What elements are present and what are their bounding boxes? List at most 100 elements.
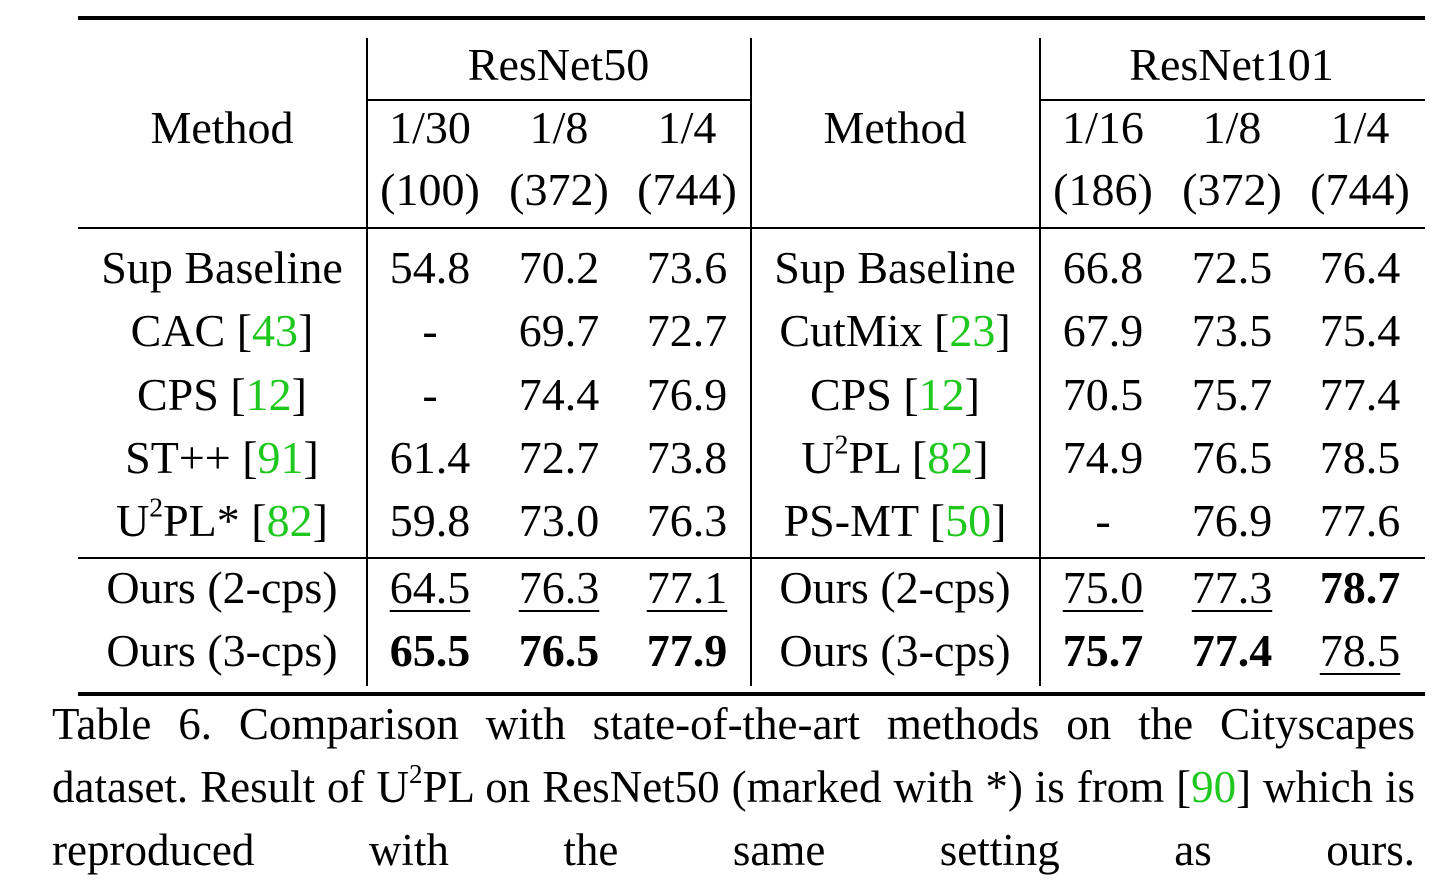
method-name: Sup Baseline (101, 240, 342, 296)
text-run: ] (291, 369, 307, 420)
score: 78.5 (1319, 625, 1401, 676)
text-run: Ours (2-cps) (106, 562, 338, 613)
split-ratio: 1/8 (529, 102, 589, 153)
split-ratio: 1/8 (1202, 102, 1262, 153)
text-run: ] (312, 495, 328, 546)
score: 67.9 (1062, 305, 1144, 356)
method-name: U2PL* [82] (116, 493, 328, 549)
score: 70.2 (518, 242, 600, 293)
score: 76.5 (1191, 432, 1273, 483)
score: 72.5 (1191, 242, 1273, 293)
column-rule (1039, 38, 1041, 686)
split-ratio: 1/30 (389, 102, 471, 153)
method-name: PS-MT [50] (784, 493, 1007, 549)
score: 72.7 (646, 305, 728, 356)
text-run: PL on ResNet50 (marked with *) is from [ (422, 762, 1192, 812)
score: 76.3 (518, 562, 600, 613)
citation: 90 (1191, 762, 1237, 812)
column-rule (750, 38, 752, 686)
text-run: U (116, 495, 150, 546)
text-run: CutMix [ (779, 305, 950, 356)
bottom-rule (78, 692, 1425, 696)
method-name: CAC [43] (131, 303, 314, 359)
citation: 82 (266, 495, 313, 546)
column-rule (366, 38, 368, 686)
text-run: ] (991, 495, 1007, 546)
top-rule (78, 16, 1425, 20)
text-run: Ours (3-cps) (779, 625, 1011, 676)
citation: 91 (257, 432, 304, 483)
method-name: ST++ [91] (125, 430, 319, 486)
score: 76.3 (646, 495, 728, 546)
text-run: ] (973, 432, 989, 483)
score: 72.7 (518, 432, 600, 483)
superscript: 2 (408, 759, 423, 790)
caption: Table 6. Comparison with state-of-the-ar… (52, 693, 1415, 882)
citation: 23 (949, 305, 996, 356)
score: 69.7 (518, 305, 600, 356)
score: 77.3 (1191, 562, 1273, 613)
method-name: Sup Baseline (774, 240, 1015, 296)
split-count: (186) (1053, 164, 1153, 215)
score: - (422, 369, 438, 420)
group-rule (1040, 99, 1425, 101)
score: 77.4 (1319, 369, 1401, 420)
citation: 12 (918, 369, 965, 420)
text-run: CPS [ (810, 369, 919, 420)
method-name: CPS [12] (137, 367, 307, 423)
split-count: (372) (1182, 164, 1282, 215)
split-ratio: 1/4 (1330, 102, 1390, 153)
method-name: Ours (3-cps) (106, 623, 337, 679)
score: 78.7 (1319, 562, 1401, 613)
score: - (422, 305, 438, 356)
split-count: (744) (1310, 164, 1410, 215)
text-run: ] (298, 305, 314, 356)
method-name: CPS [12] (810, 367, 980, 423)
score: 78.5 (1319, 432, 1401, 483)
score: 73.0 (518, 495, 600, 546)
superscript: 2 (149, 491, 164, 523)
score: 64.5 (389, 562, 471, 613)
score: 61.4 (389, 432, 471, 483)
text-run: ] (995, 305, 1011, 356)
method-name: Ours (2-cps) (106, 560, 337, 616)
score: 74.4 (518, 369, 600, 420)
text-run: ST++ [ (125, 432, 258, 483)
text-run: Sup Baseline (101, 242, 343, 293)
score: 73.6 (646, 242, 728, 293)
group-header: ResNet101 (1129, 39, 1334, 90)
method-name: Ours (3-cps) (779, 623, 1010, 679)
score: 74.9 (1062, 432, 1144, 483)
text-run: CPS [ (137, 369, 246, 420)
method-header: Method (823, 102, 967, 153)
score: 76.4 (1319, 242, 1401, 293)
citation: 82 (927, 432, 974, 483)
text-run: Ours (3-cps) (106, 625, 338, 676)
score: 54.8 (389, 242, 471, 293)
score: 77.1 (646, 562, 728, 613)
score: 75.7 (1191, 369, 1273, 420)
text-run: Ours (2-cps) (779, 562, 1011, 613)
score: 76.5 (518, 625, 600, 676)
text-run: Sup Baseline (774, 242, 1016, 293)
text-run: ] (303, 432, 319, 483)
split-count: (100) (380, 164, 480, 215)
text-run: PL* [ (163, 495, 267, 546)
text-run: ] (964, 369, 980, 420)
superscript: 2 (834, 428, 849, 460)
citation: 50 (945, 495, 992, 546)
method-header: Method (150, 102, 294, 153)
score: 59.8 (389, 495, 471, 546)
text-run: U (801, 432, 835, 483)
citation: 43 (252, 305, 299, 356)
score: 75.0 (1062, 562, 1144, 613)
text-run: PL [ (848, 432, 928, 483)
score: 65.5 (389, 625, 471, 676)
split-count: (372) (509, 164, 609, 215)
text-run: CAC [ (130, 305, 253, 356)
method-name: Ours (2-cps) (779, 560, 1010, 616)
score: 73.8 (646, 432, 728, 483)
group-header: ResNet50 (467, 39, 650, 90)
score: 75.4 (1319, 305, 1401, 356)
